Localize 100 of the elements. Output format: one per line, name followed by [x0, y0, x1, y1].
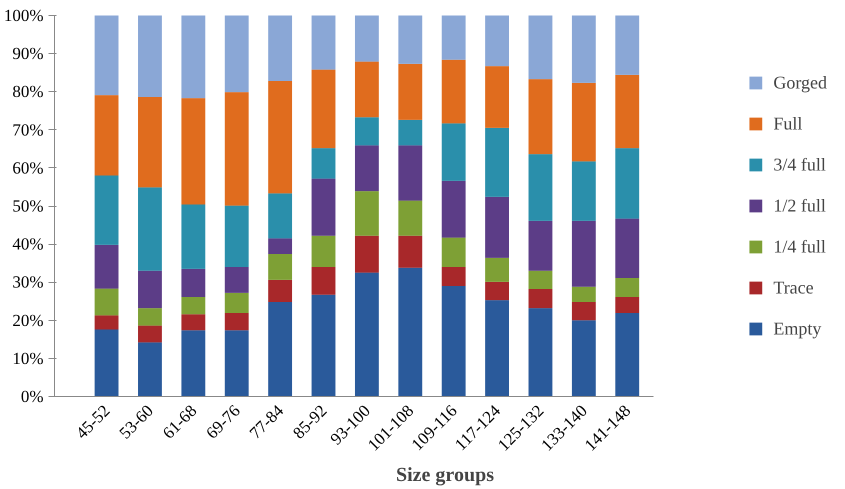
bar [442, 60, 466, 124]
bar [94, 315, 118, 330]
bar [138, 270, 162, 308]
bar [268, 81, 292, 194]
bar [615, 148, 640, 219]
bar [138, 16, 162, 98]
x-axis-title: Size groups [396, 464, 494, 486]
bar [312, 70, 336, 148]
bar [442, 123, 466, 181]
bar [398, 200, 422, 236]
y-tick-label: 40% [12, 234, 44, 254]
bar [268, 302, 292, 396]
bar [528, 154, 552, 221]
bar [224, 92, 249, 206]
bar [528, 270, 552, 290]
y-tick-label: 80% [12, 82, 44, 102]
y-tick-label: 30% [12, 272, 44, 292]
bar [442, 16, 466, 60]
y-tick-label: 10% [12, 348, 44, 368]
bar [442, 180, 466, 238]
bar [572, 220, 596, 287]
bar [224, 266, 249, 293]
bar [268, 254, 292, 280]
bar [398, 16, 422, 64]
bar [224, 330, 249, 396]
bar [181, 98, 206, 204]
legend-label: 1/2 full [773, 195, 826, 216]
bar [528, 220, 552, 271]
bar [398, 120, 422, 146]
bar [138, 187, 162, 271]
legend-label: Trace [773, 277, 814, 298]
y-tick-label: 90% [12, 44, 44, 64]
bar [94, 329, 118, 396]
legend-label: Full [773, 113, 802, 134]
bar [615, 313, 640, 396]
bar [312, 16, 336, 70]
bar [398, 64, 422, 120]
legend-label: Empty [773, 318, 822, 339]
bar [398, 236, 422, 268]
bar [94, 16, 118, 96]
bar [572, 320, 596, 396]
bar [354, 16, 379, 62]
bar [224, 206, 249, 267]
bar [312, 266, 336, 295]
bar [181, 314, 206, 330]
bar [354, 191, 379, 236]
bar [224, 16, 249, 92]
bar [572, 286, 596, 302]
bar [398, 268, 422, 396]
bar [354, 236, 379, 273]
bar [268, 16, 292, 82]
bar [181, 330, 206, 396]
bar [354, 145, 379, 192]
legend-label: 1/4 full [773, 236, 826, 257]
y-tick-label: 0% [20, 387, 44, 406]
bar [138, 326, 162, 342]
bar [181, 268, 206, 298]
bar [572, 161, 596, 221]
bar [485, 258, 509, 282]
bar [268, 193, 292, 238]
bar [354, 272, 379, 396]
bar [442, 266, 466, 286]
bar [268, 280, 292, 302]
bar [615, 74, 640, 148]
y-tick-label: 60% [12, 158, 44, 178]
bar [485, 128, 509, 197]
bar [572, 16, 596, 83]
legend-label: Gorged [773, 72, 827, 93]
bar [138, 342, 162, 396]
bar [615, 278, 640, 298]
legend-label: 3/4 full [773, 154, 826, 175]
bar [354, 117, 379, 146]
bar [528, 16, 552, 80]
bar [442, 286, 466, 396]
bar [528, 289, 552, 308]
bar [528, 79, 552, 154]
bar [224, 313, 249, 330]
bar [485, 300, 509, 396]
bar [615, 297, 640, 314]
bar [224, 292, 249, 314]
bar [485, 66, 509, 128]
y-tick-label: 70% [12, 120, 44, 140]
bar [485, 196, 509, 258]
bar [615, 218, 640, 278]
bar [572, 82, 596, 162]
bar [615, 16, 640, 75]
bar [442, 238, 466, 267]
bar [398, 145, 422, 201]
bar [94, 95, 118, 176]
bar [485, 282, 509, 300]
y-tick-label: 100% [4, 6, 44, 25]
y-tick-label: 20% [12, 310, 44, 330]
bar [94, 176, 118, 245]
bar [572, 302, 596, 320]
bar [354, 62, 379, 118]
bar [94, 288, 118, 316]
y-tick-label: 50% [12, 196, 44, 216]
bar [312, 294, 336, 396]
bar [138, 97, 162, 188]
bar [181, 297, 206, 314]
